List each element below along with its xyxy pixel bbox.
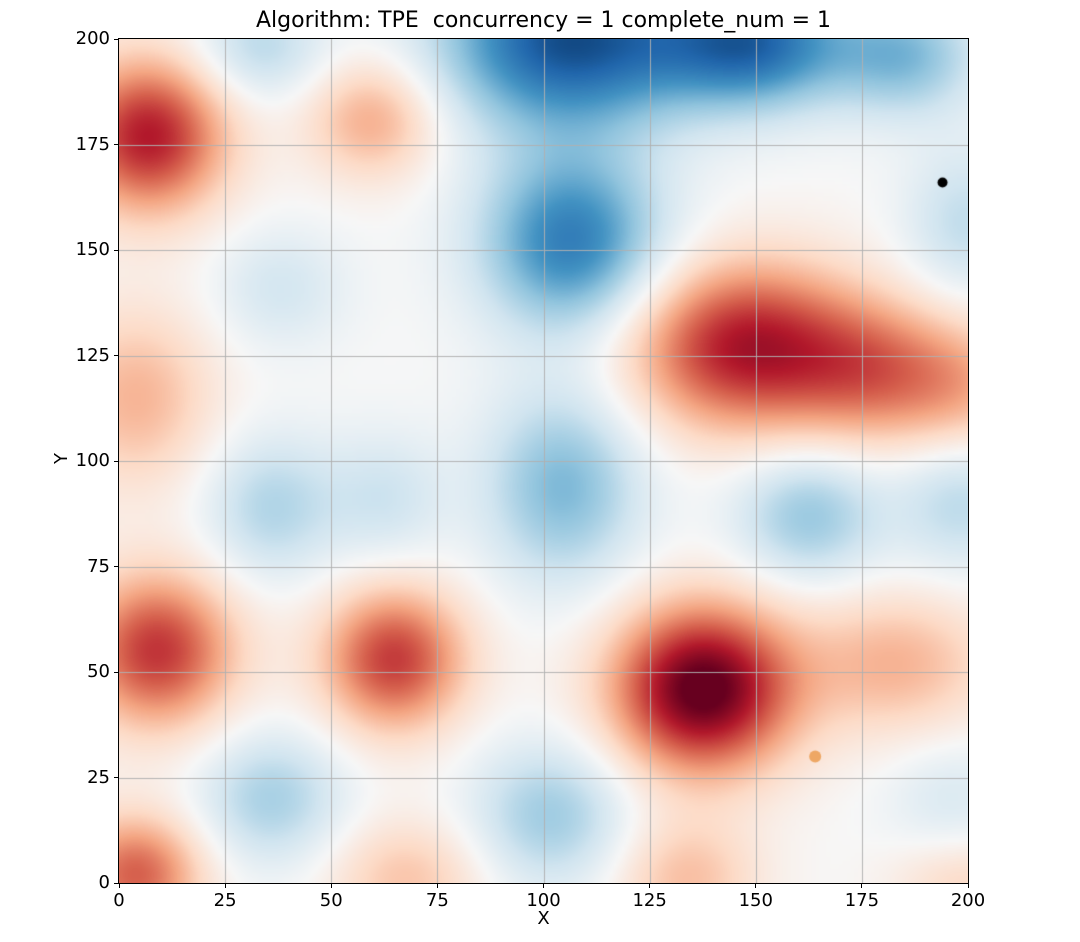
plot-area xyxy=(118,38,969,884)
y-tick-label: 75 xyxy=(87,555,110,577)
x-tick-mark xyxy=(436,883,438,888)
x-tick-label: 75 xyxy=(425,890,449,911)
y-tick-label: 50 xyxy=(87,661,110,682)
x-axis-label: X xyxy=(537,908,550,929)
x-tick-label: 150 xyxy=(738,890,773,911)
y-tick-mark xyxy=(114,355,119,356)
x-tick-mark xyxy=(330,883,332,888)
y-tick-mark xyxy=(114,38,119,40)
y-tick-mark xyxy=(114,249,119,251)
y-tick-label: 125 xyxy=(75,344,110,366)
x-tick-label: 100 xyxy=(526,890,561,911)
y-tick-mark xyxy=(114,671,119,673)
x-tick-mark xyxy=(861,883,863,888)
y-tick-label: 25 xyxy=(87,766,110,788)
x-tick-label: 25 xyxy=(213,890,237,911)
x-tick-mark xyxy=(543,883,544,888)
y-tick-label: 175 xyxy=(75,133,110,155)
x-tick-mark xyxy=(755,883,757,888)
x-tick-label: 200 xyxy=(950,890,986,911)
y-tick-label: 0 xyxy=(98,872,110,893)
y-tick-mark xyxy=(114,566,119,567)
heatmap-canvas xyxy=(119,39,968,883)
x-tick-mark xyxy=(649,883,651,888)
x-tick-mark xyxy=(118,883,120,888)
x-tick-mark xyxy=(967,883,969,888)
x-tick-label: 50 xyxy=(319,890,343,911)
y-tick-label: 200 xyxy=(75,28,110,49)
y-tick-mark xyxy=(114,882,119,884)
y-tick-mark xyxy=(114,144,119,145)
y-tick-label: 100 xyxy=(75,450,110,471)
x-tick-mark xyxy=(224,883,226,888)
chart-title: Algorithm: TPE concurrency = 1 complete_… xyxy=(256,8,831,33)
x-tick-label: 175 xyxy=(844,890,880,911)
x-tick-label: 0 xyxy=(113,890,125,911)
y-tick-mark xyxy=(114,460,119,462)
y-tick-mark xyxy=(114,777,119,778)
y-tick-label: 150 xyxy=(75,239,110,260)
x-tick-label: 125 xyxy=(632,890,667,911)
